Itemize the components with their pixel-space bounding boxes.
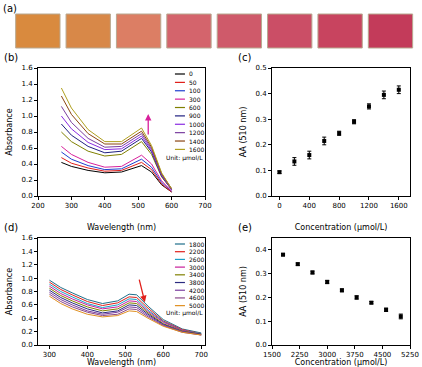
svg-text:600: 600 bbox=[165, 202, 178, 210]
svg-text:1.0: 1.0 bbox=[21, 275, 32, 283]
svg-text:0.3: 0.3 bbox=[255, 270, 266, 278]
svg-text:2200: 2200 bbox=[189, 248, 204, 255]
svg-text:3800: 3800 bbox=[189, 279, 204, 286]
svg-text:600: 600 bbox=[189, 104, 201, 111]
svg-text:100: 100 bbox=[189, 87, 201, 94]
svg-text:0.8: 0.8 bbox=[21, 288, 32, 296]
svg-text:1800: 1800 bbox=[189, 241, 204, 248]
svg-text:0.4: 0.4 bbox=[21, 315, 33, 323]
svg-text:5000: 5000 bbox=[189, 302, 204, 309]
svg-text:0.2: 0.2 bbox=[21, 328, 32, 336]
svg-text:2250: 2250 bbox=[291, 351, 309, 359]
svg-text:50: 50 bbox=[189, 79, 197, 86]
svg-text:0.6: 0.6 bbox=[21, 144, 33, 152]
svg-text:0.4: 0.4 bbox=[255, 246, 267, 254]
svg-text:4600: 4600 bbox=[189, 294, 204, 301]
svg-text:0.1: 0.1 bbox=[255, 318, 266, 326]
svg-text:400: 400 bbox=[98, 202, 111, 210]
svg-text:1.6: 1.6 bbox=[21, 234, 33, 242]
svg-text:Wavelength (nm): Wavelength (nm) bbox=[87, 358, 156, 367]
svg-text:1000: 1000 bbox=[189, 121, 204, 128]
svg-text:1.0: 1.0 bbox=[21, 112, 32, 120]
svg-text:0.4: 0.4 bbox=[255, 90, 267, 98]
svg-text:0.2: 0.2 bbox=[255, 294, 266, 302]
svg-text:(c): (c) bbox=[238, 52, 251, 63]
svg-text:0.2: 0.2 bbox=[21, 176, 32, 184]
svg-text:Unit: μmol/L: Unit: μmol/L bbox=[166, 154, 203, 162]
svg-text:400: 400 bbox=[303, 202, 316, 210]
svg-text:(a): (a) bbox=[3, 3, 17, 14]
svg-text:5250: 5250 bbox=[401, 351, 419, 359]
svg-text:1.4: 1.4 bbox=[21, 248, 33, 256]
svg-text:Concentration (μmol/L): Concentration (μmol/L) bbox=[295, 223, 388, 232]
svg-text:AA (510 nm): AA (510 nm) bbox=[239, 266, 248, 317]
svg-text:500: 500 bbox=[119, 351, 132, 359]
svg-text:4500: 4500 bbox=[373, 351, 391, 359]
svg-text:1600: 1600 bbox=[390, 202, 408, 210]
svg-text:500: 500 bbox=[132, 202, 145, 210]
svg-text:1600: 1600 bbox=[189, 146, 204, 153]
svg-text:3000: 3000 bbox=[318, 351, 336, 359]
svg-text:700: 700 bbox=[195, 351, 208, 359]
svg-text:0: 0 bbox=[189, 70, 193, 77]
svg-text:900: 900 bbox=[189, 112, 201, 119]
svg-text:0.0: 0.0 bbox=[21, 192, 32, 200]
svg-text:3750: 3750 bbox=[346, 351, 364, 359]
svg-text:0.2: 0.2 bbox=[255, 141, 266, 149]
svg-text:4200: 4200 bbox=[189, 287, 204, 294]
svg-text:1.2: 1.2 bbox=[21, 261, 32, 269]
svg-text:AA (510 nm): AA (510 nm) bbox=[239, 107, 248, 158]
svg-text:2600: 2600 bbox=[189, 256, 204, 263]
svg-text:1.6: 1.6 bbox=[21, 64, 33, 72]
svg-text:0.0: 0.0 bbox=[255, 341, 266, 349]
svg-text:800: 800 bbox=[332, 202, 345, 210]
svg-text:700: 700 bbox=[198, 202, 211, 210]
svg-text:Unit: μmol/L: Unit: μmol/L bbox=[166, 309, 203, 317]
svg-text:200: 200 bbox=[31, 202, 44, 210]
svg-text:0.4: 0.4 bbox=[21, 160, 33, 168]
svg-text:0.6: 0.6 bbox=[21, 301, 33, 309]
svg-text:1200: 1200 bbox=[189, 129, 204, 136]
svg-text:1.4: 1.4 bbox=[21, 80, 33, 88]
svg-text:Concentration (μmol/L): Concentration (μmol/L) bbox=[295, 358, 388, 367]
svg-text:(e): (e) bbox=[238, 222, 252, 233]
svg-text:(b): (b) bbox=[4, 52, 18, 63]
svg-text:1.2: 1.2 bbox=[21, 96, 32, 104]
svg-text:1400: 1400 bbox=[189, 138, 204, 145]
svg-text:1500: 1500 bbox=[263, 351, 281, 359]
svg-text:0.1: 0.1 bbox=[255, 167, 266, 175]
svg-text:(d): (d) bbox=[4, 222, 18, 233]
svg-text:0.0: 0.0 bbox=[255, 192, 266, 200]
svg-text:300: 300 bbox=[43, 351, 56, 359]
svg-text:Wavelength (nm): Wavelength (nm) bbox=[87, 223, 156, 232]
svg-text:300: 300 bbox=[65, 202, 78, 210]
svg-text:0: 0 bbox=[277, 202, 281, 210]
svg-text:600: 600 bbox=[157, 351, 170, 359]
svg-text:0.8: 0.8 bbox=[21, 128, 32, 136]
svg-text:3400: 3400 bbox=[189, 271, 204, 278]
svg-text:1200: 1200 bbox=[360, 202, 378, 210]
svg-text:Absorbance: Absorbance bbox=[5, 268, 14, 315]
svg-text:3000: 3000 bbox=[189, 264, 204, 271]
svg-text:300: 300 bbox=[189, 96, 201, 103]
svg-text:0.5: 0.5 bbox=[255, 64, 266, 72]
svg-text:400: 400 bbox=[81, 351, 94, 359]
svg-text:0.3: 0.3 bbox=[255, 116, 266, 124]
svg-text:0.0: 0.0 bbox=[21, 341, 32, 349]
svg-text:Absorbance: Absorbance bbox=[5, 108, 14, 155]
